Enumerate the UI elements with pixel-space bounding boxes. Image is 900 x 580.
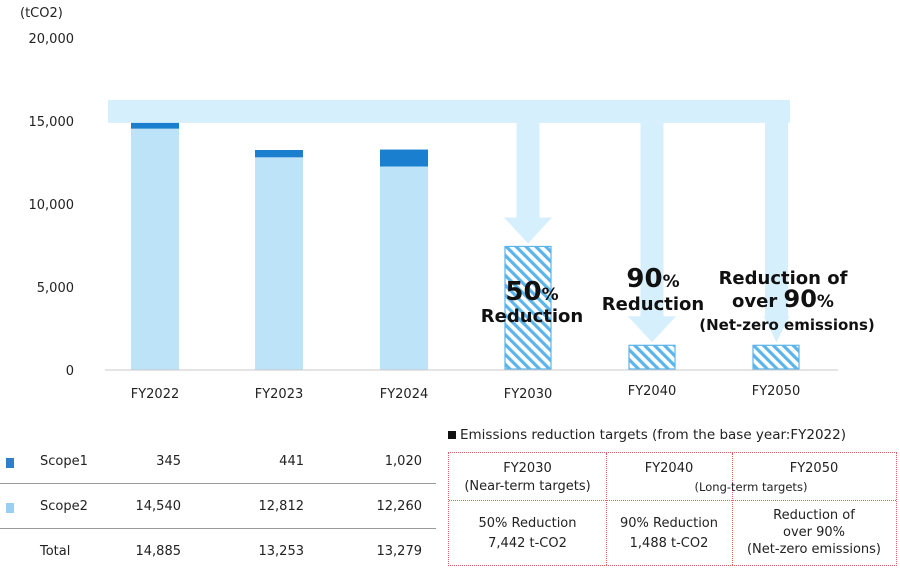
- targets-title-text: Emissions reduction targets (from the ba…: [460, 427, 846, 443]
- row-name: Scope2: [40, 499, 88, 514]
- cell-line: over 90%: [782, 524, 846, 540]
- y-tick-label: 20,000: [29, 32, 75, 47]
- cell-line: 7,442 t-CO2: [488, 536, 567, 552]
- header-year: FY2030: [503, 461, 552, 476]
- table-row-scope2: Scope2 14,540 12,812 12,260: [0, 485, 436, 529]
- target-bar-fy2050: [752, 344, 800, 370]
- bar-scope2-fy2024: [380, 166, 428, 370]
- row-name: Total: [40, 544, 71, 559]
- cell-line: Reduction of: [773, 508, 855, 523]
- row-divider: [449, 500, 896, 501]
- cell-fy2024: 13,279: [376, 544, 423, 559]
- cell-fy2022: 14,885: [135, 544, 182, 559]
- cell-line: 1,488 t-CO2: [629, 536, 709, 552]
- header-fy2050: FY2050: [789, 461, 839, 476]
- table-divider: [0, 528, 436, 529]
- cell-fy2022: 345: [156, 454, 181, 469]
- column-divider: [606, 453, 607, 565]
- cell-line: 90% Reduction: [619, 516, 718, 531]
- emissions-chart: (tCO2) 0 5,000 10,000 15,000 20,000 FY2022 FY…: [20, 6, 875, 402]
- header-fy2040: FY2040: [644, 461, 694, 476]
- targets-title: Emissions reduction targets (from the ba…: [448, 427, 846, 443]
- x-tick-label: FY2024: [380, 387, 429, 402]
- bar-scope2-fy2022: [131, 128, 179, 370]
- cell-fy2023: 13,253: [258, 544, 305, 559]
- cell-fy2030-target: 50% Reduction 7,442 t-CO2: [449, 514, 606, 554]
- table-row-scope1: Scope1 345 441 1,020: [0, 440, 436, 484]
- scope1-legend-key: [6, 458, 14, 468]
- cell-fy2050-target: Reduction of over 90% (Net-zero emission…: [732, 508, 896, 559]
- x-tick-label: FY2023: [255, 387, 304, 402]
- bar-scope1-fy2023: [255, 150, 303, 158]
- header-sub: (Near-term targets): [464, 478, 591, 494]
- target-bar-fy2040: [628, 344, 676, 370]
- bar-scope2-fy2023: [255, 157, 303, 370]
- base-year-reference-band: [108, 99, 790, 123]
- fy2050-target-percent: over 90%: [732, 285, 834, 313]
- cell-fy2022: 14,540: [135, 499, 182, 514]
- x-tick-label: FY2040: [628, 384, 677, 399]
- column-divider: [732, 453, 733, 565]
- target-bar-fy2030: [504, 245, 552, 370]
- x-tick-label: FY2050: [752, 384, 801, 399]
- cell-fy2023: 12,812: [258, 499, 305, 514]
- reduction-arrow-fy2030: [504, 122, 552, 244]
- bar-scope1-fy2022: [131, 122, 179, 129]
- fy2050-target-line1: Reduction of: [719, 268, 848, 289]
- y-tick-label: 10,000: [29, 198, 75, 213]
- reduction-arrow-fy2040: [628, 122, 676, 343]
- y-tick-label: 5,000: [37, 281, 74, 296]
- cell-line: 50% Reduction: [478, 516, 577, 531]
- reduction-arrow-fy2050: [763, 122, 790, 343]
- square-bullet-icon: [448, 431, 456, 439]
- y-tick-label: 0: [66, 364, 74, 379]
- x-tick-label: FY2022: [131, 387, 180, 402]
- header-fy2030: FY2030 (Near-term targets): [449, 460, 606, 495]
- table-divider: [0, 483, 436, 484]
- y-axis-unit: (tCO2): [20, 6, 63, 21]
- y-tick-label: 15,000: [29, 115, 75, 130]
- fy2030-target-label: Reduction: [481, 306, 583, 327]
- cell-fy2024: 12,260: [376, 499, 423, 514]
- scope2-legend-key: [6, 503, 14, 513]
- table-row-total: Total 14,885 13,253 13,279: [0, 530, 436, 574]
- long-term-subheader: (Long-term targets): [694, 480, 808, 494]
- cell-line: (Net-zero emissions): [746, 541, 882, 557]
- fy2030-target-percent: 50%: [505, 277, 558, 307]
- bar-scope1-fy2024: [380, 149, 428, 167]
- fy2050-target-line3: (Net-zero emissions): [699, 316, 875, 334]
- row-name: Scope1: [40, 454, 88, 469]
- targets-table: FY2030 (Near-term targets) FY2040 FY2050…: [448, 452, 897, 566]
- cell-fy2040-target: 90% Reduction 1,488 t-CO2: [606, 514, 732, 554]
- fy2040-target-label: Reduction: [602, 294, 704, 315]
- cell-fy2024: 1,020: [384, 454, 422, 469]
- cell-fy2023: 441: [279, 454, 304, 469]
- fy2040-target-percent: 90%: [626, 264, 679, 294]
- x-tick-label: FY2030: [504, 387, 553, 402]
